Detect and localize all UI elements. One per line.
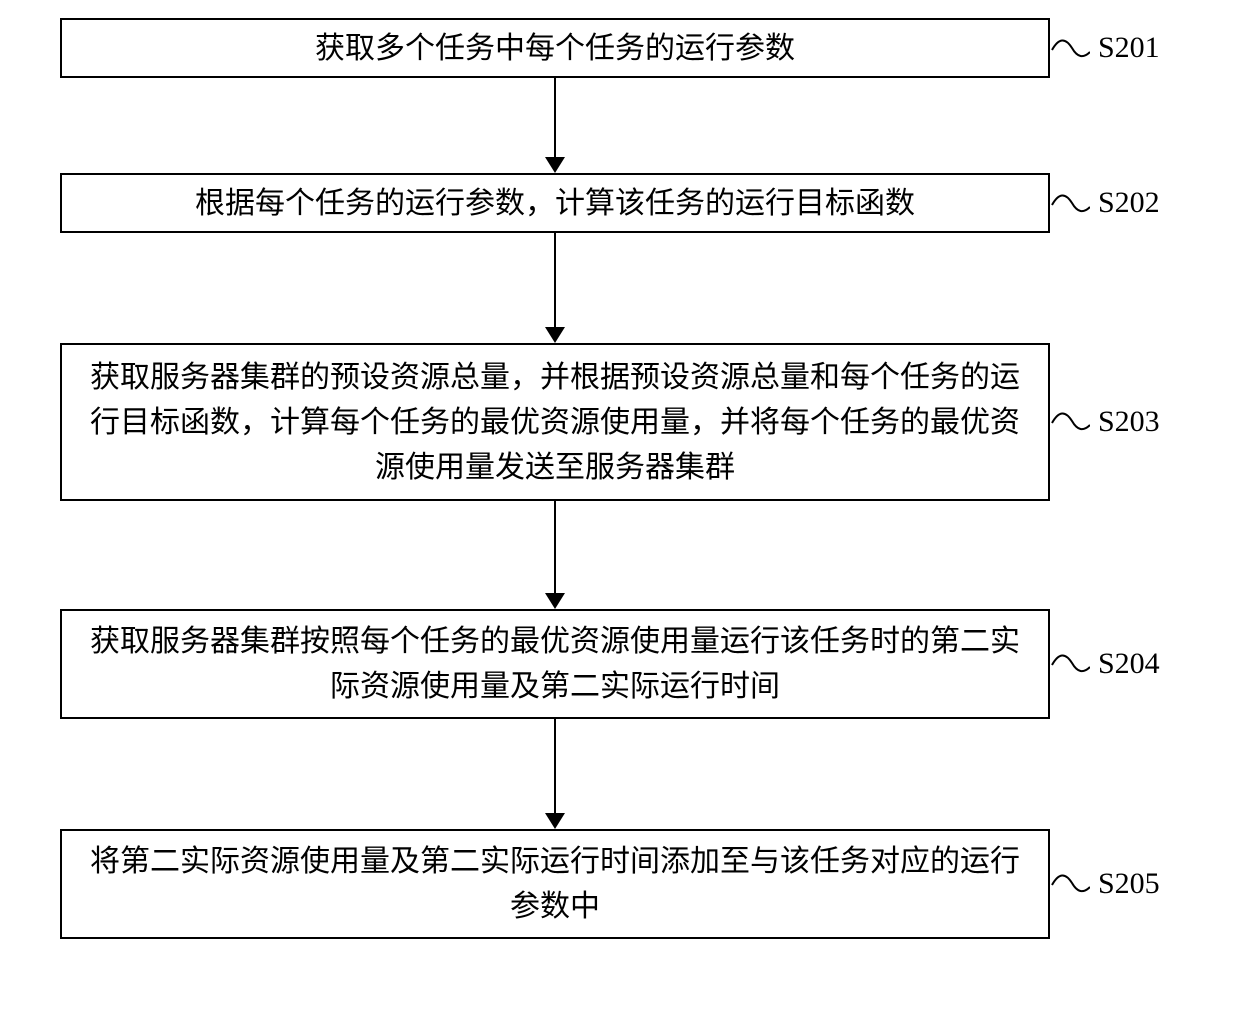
arrow-line-2 bbox=[554, 233, 556, 327]
step-box-1: 获取多个任务中每个任务的运行参数 bbox=[60, 18, 1050, 78]
step-row-1: 获取多个任务中每个任务的运行参数 S201 bbox=[60, 18, 1160, 78]
label-connector-5 bbox=[1050, 865, 1090, 905]
step-box-2: 根据每个任务的运行参数，计算该任务的运行目标函数 bbox=[60, 173, 1050, 233]
label-connector-3 bbox=[1050, 403, 1090, 443]
label-connector-1 bbox=[1050, 30, 1090, 70]
step-box-4: 获取服务器集群按照每个任务的最优资源使用量运行该任务时的第二实际资源使用量及第二… bbox=[60, 609, 1050, 719]
step-row-4: 获取服务器集群按照每个任务的最优资源使用量运行该任务时的第二实际资源使用量及第二… bbox=[60, 609, 1160, 719]
label-connector-2 bbox=[1050, 185, 1090, 225]
arrow-head-3 bbox=[545, 593, 565, 609]
step-row-3: 获取服务器集群的预设资源总量，并根据预设资源总量和每个任务的运行目标函数，计算每… bbox=[60, 343, 1160, 501]
arrow-line-4 bbox=[554, 719, 556, 813]
arrow-3-4 bbox=[60, 501, 1050, 609]
step-label-5: S205 bbox=[1098, 867, 1160, 901]
step-row-2: 根据每个任务的运行参数，计算该任务的运行目标函数 S202 bbox=[60, 173, 1160, 233]
label-connector-4 bbox=[1050, 645, 1090, 685]
step-text-1: 获取多个任务中每个任务的运行参数 bbox=[315, 26, 795, 71]
arrow-line-3 bbox=[554, 501, 556, 593]
step-label-4: S204 bbox=[1098, 647, 1160, 681]
flowchart-container: 获取多个任务中每个任务的运行参数 S201 根据每个任务的运行参数，计算该任务的… bbox=[0, 0, 1240, 1015]
step-text-4: 获取服务器集群按照每个任务的最优资源使用量运行该任务时的第二实际资源使用量及第二… bbox=[82, 619, 1028, 709]
arrow-head-4 bbox=[545, 813, 565, 829]
arrow-1-2 bbox=[60, 78, 1050, 173]
step-box-5: 将第二实际资源使用量及第二实际运行时间添加至与该任务对应的运行参数中 bbox=[60, 829, 1050, 939]
arrow-head-2 bbox=[545, 327, 565, 343]
step-box-3: 获取服务器集群的预设资源总量，并根据预设资源总量和每个任务的运行目标函数，计算每… bbox=[60, 343, 1050, 501]
step-row-5: 将第二实际资源使用量及第二实际运行时间添加至与该任务对应的运行参数中 S205 bbox=[60, 829, 1160, 939]
step-text-5: 将第二实际资源使用量及第二实际运行时间添加至与该任务对应的运行参数中 bbox=[82, 839, 1028, 929]
step-text-2: 根据每个任务的运行参数，计算该任务的运行目标函数 bbox=[195, 181, 915, 226]
arrow-head-1 bbox=[545, 157, 565, 173]
arrow-4-5 bbox=[60, 719, 1050, 829]
step-text-3: 获取服务器集群的预设资源总量，并根据预设资源总量和每个任务的运行目标函数，计算每… bbox=[82, 355, 1028, 490]
step-label-2: S202 bbox=[1098, 186, 1160, 220]
arrow-line-1 bbox=[554, 78, 556, 157]
arrow-2-3 bbox=[60, 233, 1050, 343]
step-label-3: S203 bbox=[1098, 405, 1160, 439]
step-label-1: S201 bbox=[1098, 31, 1160, 65]
